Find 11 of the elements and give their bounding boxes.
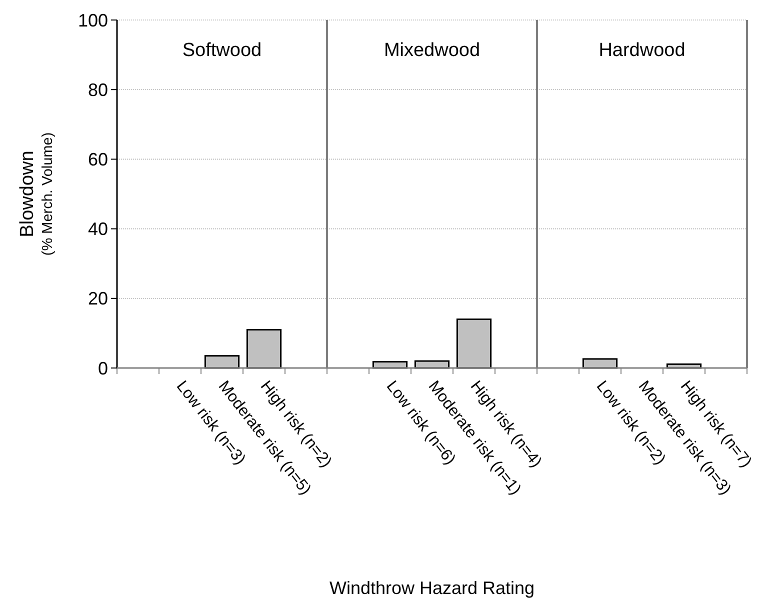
y-tick-label: 100 — [78, 10, 108, 30]
y-tick-label: 20 — [88, 288, 108, 309]
y-axis-title: Blowdown (% Merch. Volume) — [17, 132, 56, 256]
x-axis-title: Windthrow Hazard Rating — [329, 578, 535, 598]
y-tick-label: 60 — [88, 150, 108, 170]
text: Mixedwood — [384, 40, 480, 61]
y-tick-label: 0 — [98, 358, 108, 378]
y-tick-label: 40 — [88, 219, 108, 240]
y-tick-label: 80 — [88, 80, 108, 100]
text: Hardwood — [598, 40, 686, 61]
text: Softwood — [182, 40, 262, 61]
